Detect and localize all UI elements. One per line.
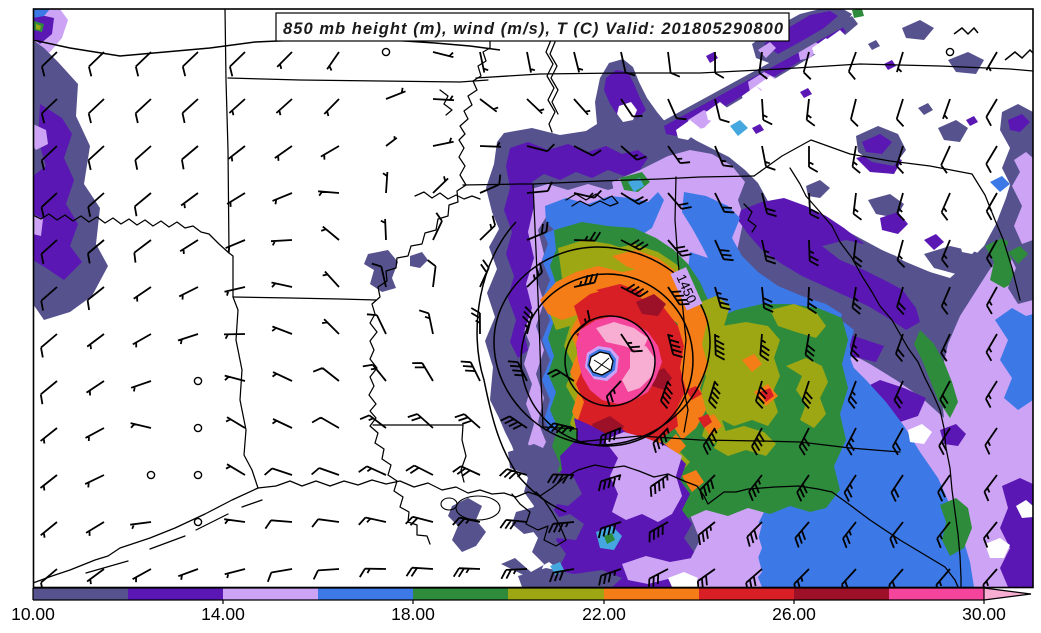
svg-text:22.00: 22.00 — [582, 604, 626, 624]
svg-text:10.00: 10.00 — [11, 604, 55, 624]
svg-text:18.00: 18.00 — [391, 604, 435, 624]
svg-text:14.00: 14.00 — [201, 604, 245, 624]
svg-text:850 mb height (m), wind (m/s),: 850 mb height (m), wind (m/s), T (C) Val… — [283, 20, 784, 38]
svg-text:26.00: 26.00 — [772, 604, 816, 624]
svg-text:30.00: 30.00 — [962, 604, 1006, 624]
